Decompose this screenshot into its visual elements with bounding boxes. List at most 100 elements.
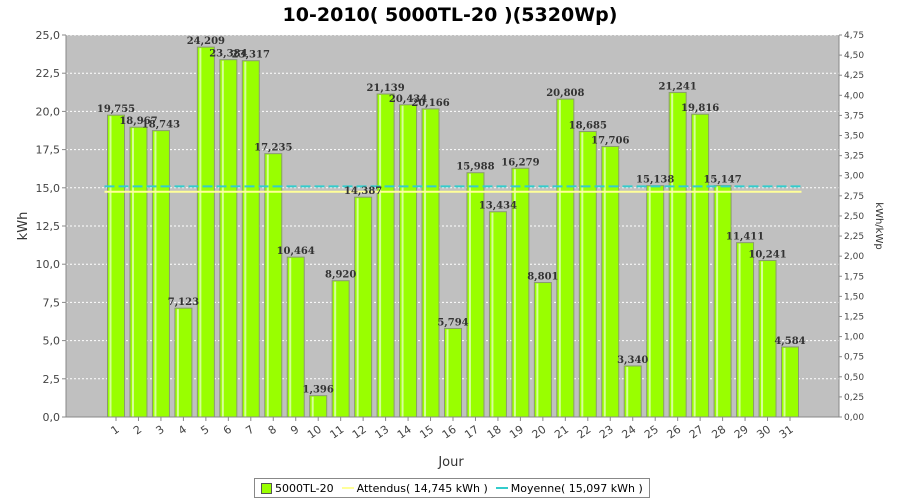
bar-highlight — [671, 93, 674, 417]
bar-highlight — [603, 147, 606, 417]
x-tick-label: 13 — [372, 423, 391, 442]
x-tick-label: 4 — [176, 423, 189, 438]
data-label: 15,988 — [456, 162, 494, 173]
y-right-tick-label: 1,75 — [844, 272, 864, 282]
legend-swatch-line-icon — [495, 487, 508, 489]
y-tick-label: 7,5 — [43, 296, 61, 309]
legend: 5000TL-20 Attendus( 14,745 kWh ) Moyenne… — [254, 478, 650, 498]
y-right-tick-label: 2,00 — [844, 252, 864, 262]
data-label: 13,434 — [479, 201, 517, 212]
y-right-tick-label: 4,00 — [844, 91, 864, 101]
bar-highlight — [311, 396, 314, 417]
y-right-tick-label: 3,75 — [844, 111, 864, 121]
x-tick-label: 28 — [709, 423, 728, 442]
bar-highlight — [109, 116, 112, 417]
x-tick-label: 27 — [687, 423, 706, 442]
y-tick-label: 15,0 — [36, 182, 61, 195]
x-axis-label: Jour — [437, 455, 464, 470]
data-label: 15,147 — [703, 175, 741, 186]
y-right-tick-label: 4,50 — [844, 51, 864, 61]
bar-highlight — [446, 329, 449, 417]
bar-highlight — [648, 186, 651, 417]
x-tick-label: 23 — [597, 423, 616, 442]
y-tick-label: 12,5 — [36, 220, 61, 233]
y-right-tick-label: 0,25 — [844, 393, 864, 403]
y-right-tick-label: 0,50 — [844, 373, 864, 383]
x-tick-label: 25 — [642, 423, 661, 442]
x-tick-label: 18 — [485, 423, 504, 442]
x-tick-label: 10 — [305, 423, 324, 442]
data-label: 20,434 — [389, 94, 427, 105]
data-label: 17,235 — [254, 143, 292, 154]
y-right-tick-label: 3,25 — [844, 152, 864, 162]
y-right-tick-label: 3,50 — [844, 132, 864, 142]
data-label: 19,755 — [97, 104, 135, 115]
y-tick-label: 25,0 — [36, 29, 61, 42]
y-right-tick-label: 1,50 — [844, 292, 864, 302]
data-label: 21,241 — [659, 81, 697, 92]
x-tick-label: 30 — [754, 423, 773, 442]
data-label: 18,967 — [119, 116, 157, 127]
bar-highlight — [199, 48, 202, 417]
bar-highlight — [581, 132, 584, 417]
y-tick-label: 0,0 — [43, 411, 61, 424]
y-right-tick-label: 2,50 — [844, 212, 864, 222]
data-label: 16,279 — [501, 157, 539, 168]
bar-highlight — [131, 128, 134, 417]
x-tick-label: 9 — [288, 423, 301, 438]
y-right-tick-label: 1,25 — [844, 312, 864, 322]
y-tick-label: 5,0 — [43, 335, 61, 348]
y-right-tick-label: 4,75 — [844, 31, 864, 41]
bar-highlight — [558, 100, 561, 417]
data-label: 18,743 — [142, 120, 180, 131]
bar-highlight — [266, 154, 269, 417]
bar-highlight — [716, 186, 719, 417]
chart-title: 10-2010( 5000TL-20 )(5320Wp) — [283, 4, 618, 26]
x-tick-label: 5 — [198, 423, 211, 438]
x-tick-label: 29 — [732, 423, 751, 442]
x-tick-label: 3 — [153, 423, 166, 438]
y-right-tick-label: 2,25 — [844, 232, 864, 242]
bar-highlight — [536, 283, 539, 417]
x-tick-label: 19 — [507, 423, 526, 442]
data-label: 20,166 — [411, 98, 449, 109]
bar-highlight — [513, 169, 516, 417]
data-label: 17,706 — [591, 135, 629, 146]
y-right-tick-label: 4,25 — [844, 71, 864, 81]
x-tick-label: 26 — [664, 423, 683, 442]
data-label: 1,396 — [303, 385, 334, 396]
data-label: 7,123 — [168, 297, 199, 308]
y-tick-label: 20,0 — [36, 105, 61, 118]
data-label: 18,685 — [569, 120, 607, 131]
legend-label: Moyenne( 15,097 kWh ) — [510, 481, 643, 495]
data-label: 8,801 — [527, 272, 558, 283]
y-right-tick-label: 1,00 — [844, 333, 864, 343]
data-label: 11,411 — [726, 232, 764, 243]
data-label: 24,209 — [187, 36, 225, 47]
legend-swatch-bar-icon — [261, 482, 272, 494]
y-axis-label: kWh — [16, 212, 31, 241]
reference-lines — [104, 185, 802, 193]
bar-highlight — [176, 309, 179, 417]
bar-highlight — [356, 198, 359, 417]
data-label: 3,340 — [617, 355, 648, 366]
bar-highlight — [693, 115, 696, 417]
bar-highlight — [738, 243, 741, 417]
y-axis-right-label: kWh/kWp — [873, 202, 884, 249]
y-tick-label: 22,5 — [36, 67, 61, 80]
bar-highlight — [424, 109, 427, 417]
axes: 0,0 2,5 5,0 7,5 10,0 12,5 15,0 17,5 20,0 22,5 25,0… — [36, 29, 865, 441]
data-label: 14,387 — [344, 186, 382, 197]
data-label: 19,816 — [681, 103, 719, 114]
data-label: 23,317 — [232, 50, 270, 61]
y-right-tick-label: 3,00 — [844, 172, 864, 182]
data-label: 5,794 — [437, 317, 468, 328]
legend-item-expected: Attendus( 14,745 kWh ) — [341, 481, 488, 495]
y-tick-label: 2,5 — [43, 373, 61, 386]
y-right-tick-label: 2,75 — [844, 192, 864, 202]
data-label: 15,138 — [636, 175, 674, 186]
legend-swatch-line-icon — [341, 487, 354, 489]
legend-label: Attendus( 14,745 kWh ) — [356, 481, 488, 495]
bar-highlight — [401, 105, 404, 417]
